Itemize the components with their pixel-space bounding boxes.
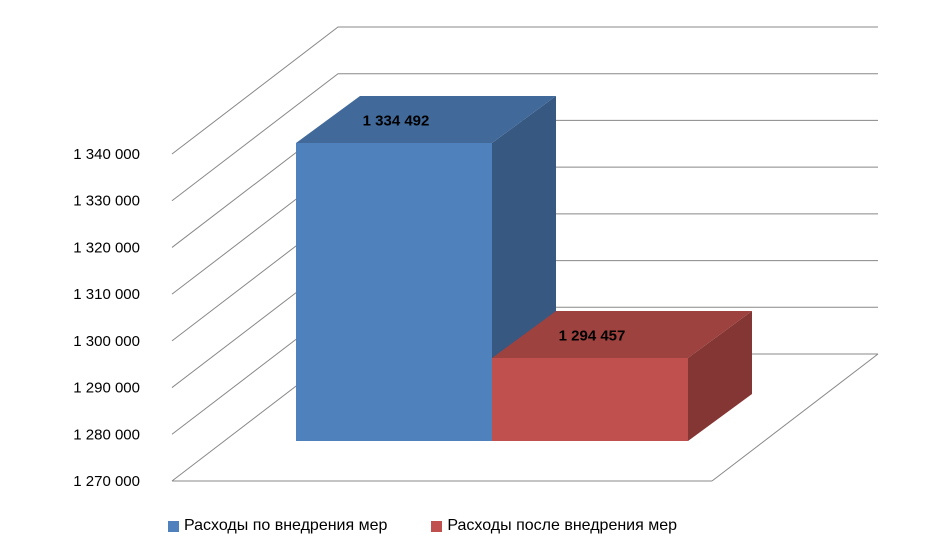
legend-item-before: Расходы по внедрения мер — [168, 517, 387, 535]
y-tick-label-1: 1 280 000 — [73, 426, 140, 443]
y-tick-label-4: 1 310 000 — [73, 286, 140, 303]
bar-side-1 — [688, 310, 752, 441]
bars: 1 334 492 1 294 457 — [296, 96, 752, 441]
floor-right-edge — [711, 353, 879, 482]
legend-label-before: Расходы по внедрения мер — [184, 517, 388, 534]
y-tick-label-0: 1 270 000 — [73, 473, 140, 490]
legend-swatch-after — [431, 520, 443, 532]
y-axis-tick-labels: 1 270 000 1 280 000 1 290 000 1 300 000 1 31… — [73, 146, 140, 490]
legend-swatch-before — [168, 520, 179, 532]
data-label-1: 1 294 457 — [559, 327, 626, 344]
legend: Расходы по внедрения мер Расходы после в… — [168, 515, 808, 537]
data-label-0: 1 334 492 — [363, 113, 430, 130]
y-tick-label-6: 1 330 000 — [73, 193, 140, 210]
gridline-6 — [171, 73, 878, 202]
bar-top-0 — [296, 96, 556, 143]
legend-item-after: Расходы после внедрения мер — [431, 517, 677, 535]
bar-front-1 — [492, 357, 688, 441]
gridline-7 — [171, 26, 878, 155]
y-tick-label-7: 1 340 000 — [73, 146, 140, 163]
legend-label-after: Расходы после внедрения мер — [447, 517, 678, 534]
bar-after: 1 294 457 — [492, 310, 752, 441]
y-tick-label-3: 1 300 000 — [73, 333, 140, 350]
y-tick-label-2: 1 290 000 — [73, 380, 140, 397]
bar-front-0 — [296, 143, 492, 441]
bar-top-1 — [492, 310, 752, 358]
y-tick-label-5: 1 320 000 — [73, 239, 140, 256]
